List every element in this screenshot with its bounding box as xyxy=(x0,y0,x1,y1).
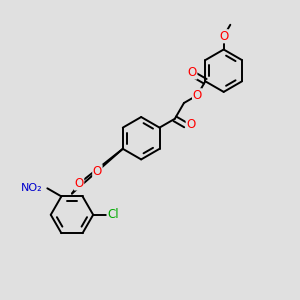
Text: O: O xyxy=(93,165,102,178)
Text: O: O xyxy=(186,118,196,131)
Text: O: O xyxy=(188,66,197,79)
Text: NO₂: NO₂ xyxy=(20,183,42,193)
Text: Cl: Cl xyxy=(107,208,119,221)
Text: O: O xyxy=(193,89,202,102)
Text: O: O xyxy=(74,177,84,190)
Text: O: O xyxy=(219,30,228,43)
